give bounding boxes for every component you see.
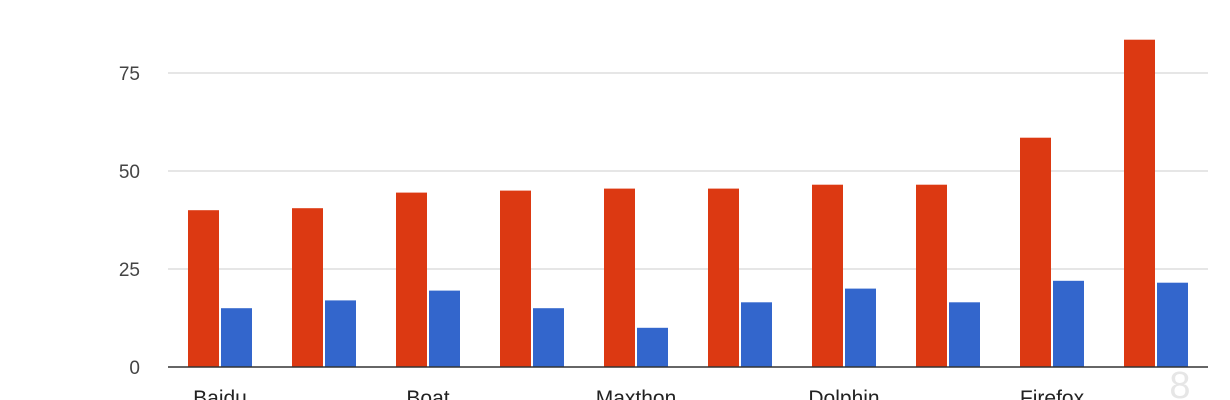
gridlines bbox=[168, 72, 1208, 270]
x-category-label: Baidu bbox=[193, 387, 247, 400]
y-axis-ticks: 0 25 50 75 bbox=[119, 64, 140, 379]
bar-series-1 bbox=[188, 210, 219, 367]
x-category-label: Boat bbox=[406, 387, 449, 400]
x-category-label: Firefox bbox=[1020, 387, 1085, 400]
bar-series-2 bbox=[221, 308, 252, 367]
bar-series-2 bbox=[1157, 282, 1188, 367]
y-tick-label: 75 bbox=[119, 64, 140, 85]
bar-series-1 bbox=[708, 188, 739, 367]
bar-series-1 bbox=[1124, 39, 1155, 367]
bar-series-2 bbox=[741, 302, 772, 367]
bar-series-2 bbox=[325, 300, 356, 367]
bar-series-2 bbox=[1053, 280, 1084, 367]
watermark-glyph: 8 bbox=[1169, 365, 1190, 400]
bar-series-2 bbox=[845, 288, 876, 367]
x-category-label: Maxthon bbox=[596, 387, 677, 400]
bar-series-2 bbox=[637, 327, 668, 367]
bar-series-1 bbox=[1020, 137, 1051, 367]
bar-series-1 bbox=[916, 184, 947, 367]
bar-series-1 bbox=[500, 190, 531, 367]
bar-series-1 bbox=[604, 188, 635, 367]
bar-series-1 bbox=[292, 208, 323, 367]
bar-series-1 bbox=[396, 192, 427, 367]
y-tick-label: 50 bbox=[119, 162, 140, 183]
x-axis-categories: Baidu Boat Maxthon Dolphin Firefox bbox=[193, 387, 1084, 400]
bar-series-2 bbox=[429, 290, 460, 367]
bars bbox=[188, 39, 1188, 367]
y-tick-label: 25 bbox=[119, 260, 140, 281]
bar-series-1 bbox=[812, 184, 843, 367]
x-category-label: Dolphin bbox=[808, 387, 879, 400]
bar-series-2 bbox=[533, 308, 564, 367]
y-tick-label: 0 bbox=[129, 358, 140, 379]
bar-series-2 bbox=[949, 302, 980, 367]
